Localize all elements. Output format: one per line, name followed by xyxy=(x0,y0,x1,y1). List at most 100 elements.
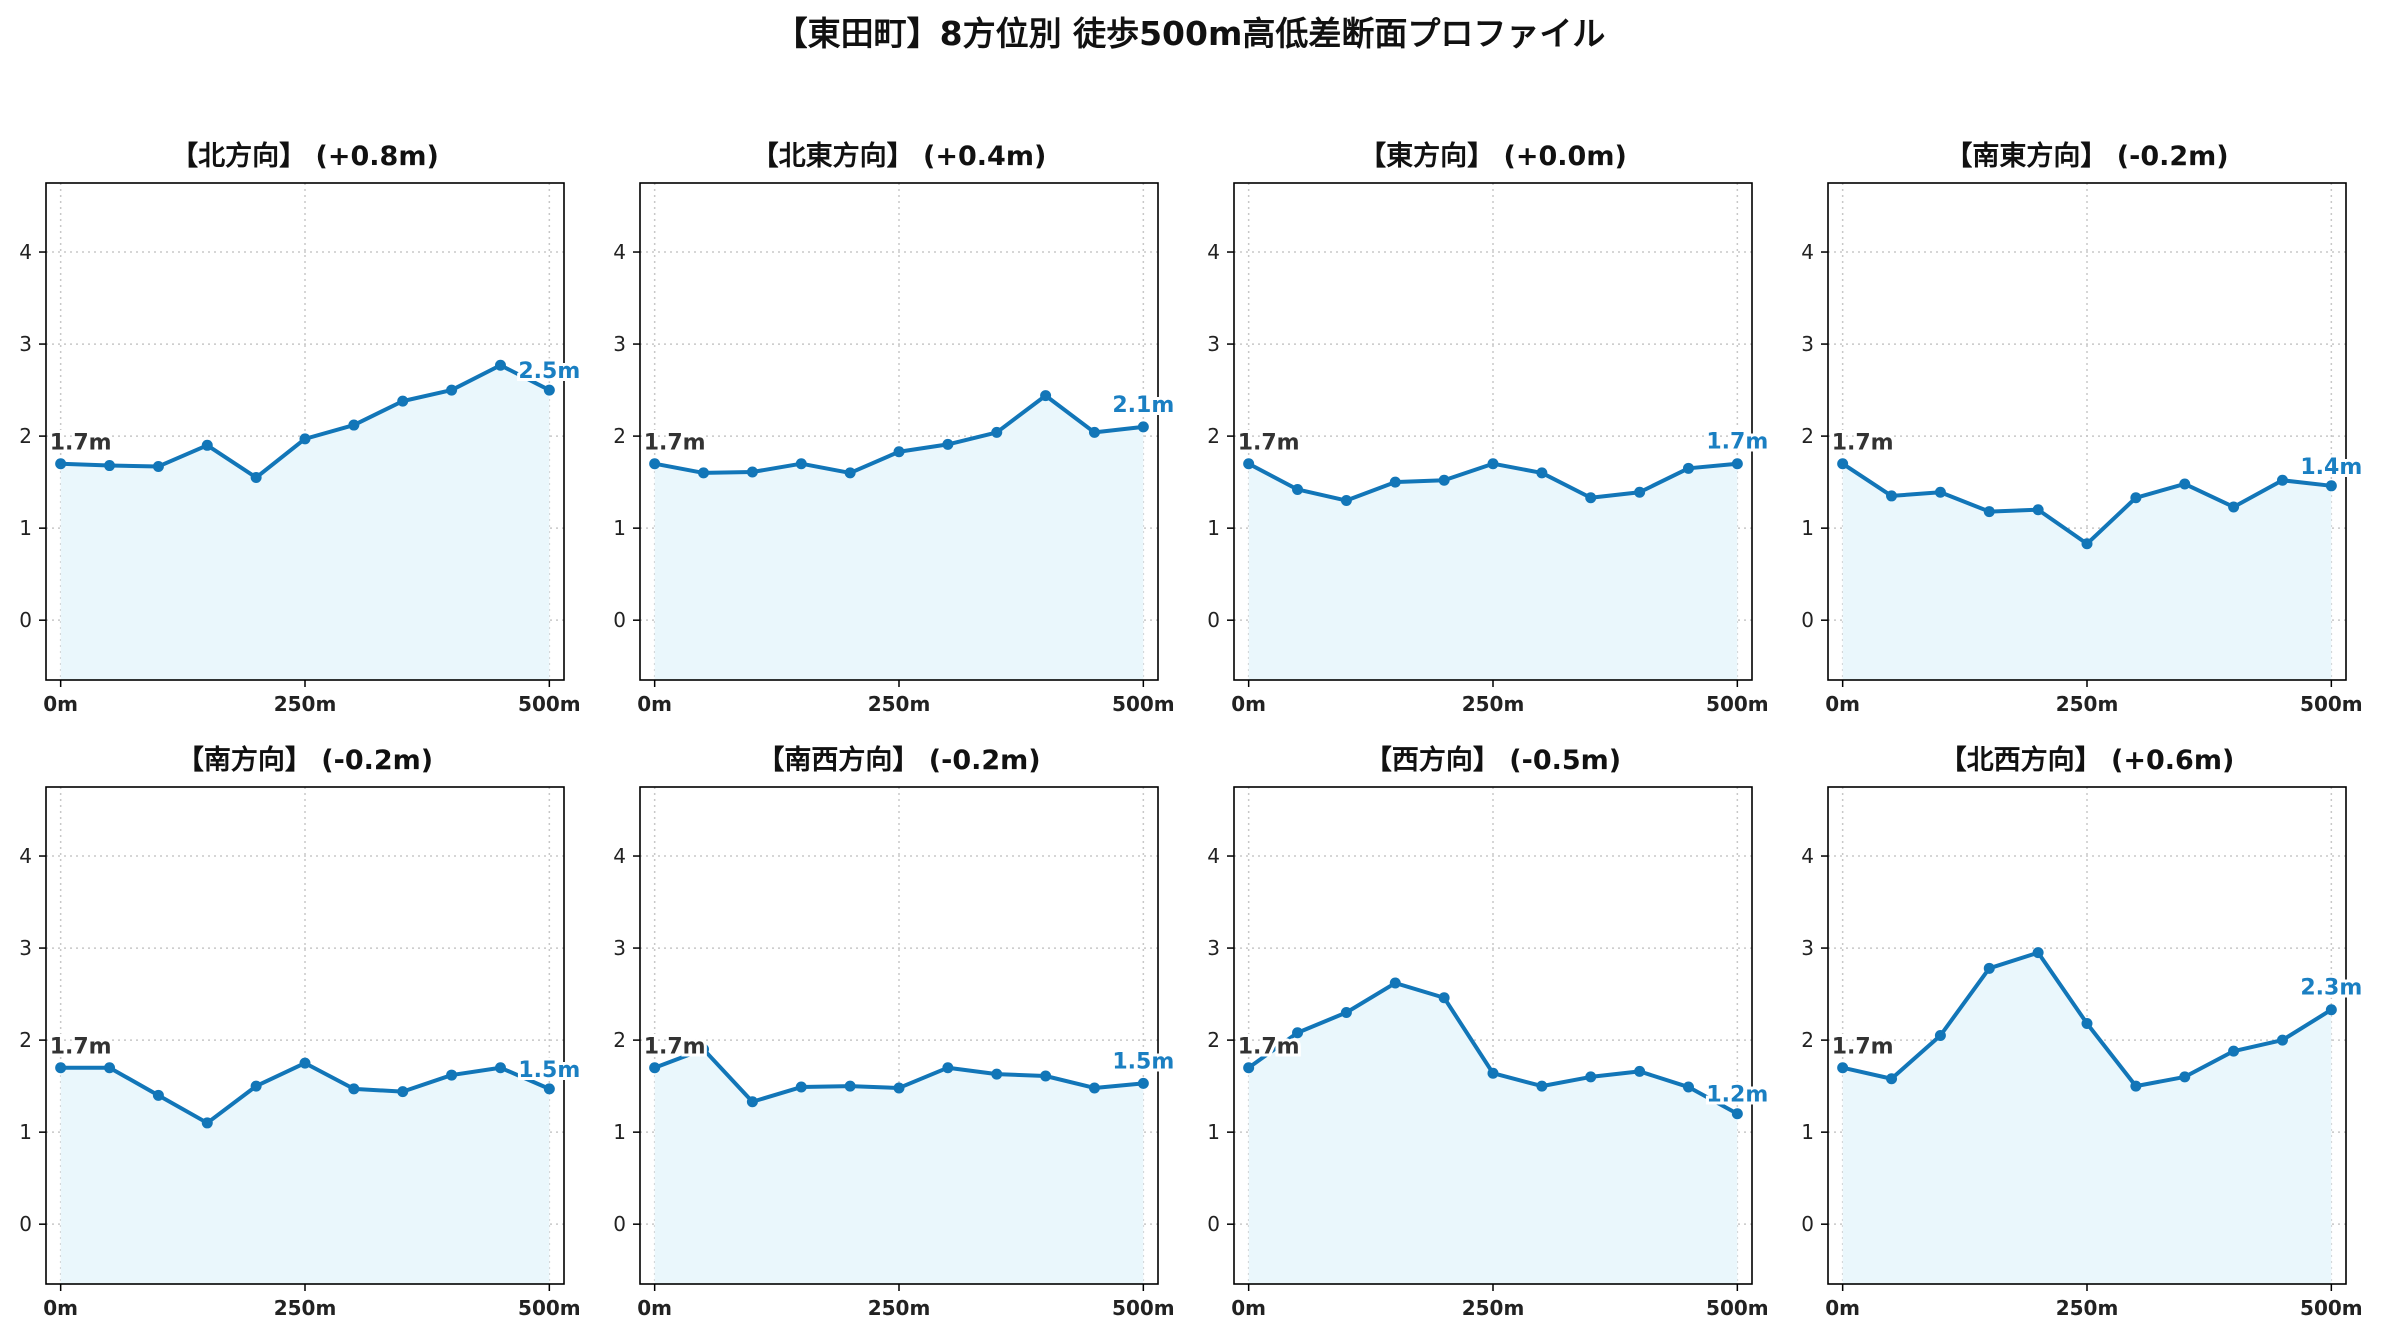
profile-area xyxy=(60,1063,550,1284)
profile-point xyxy=(1292,1027,1304,1039)
profile-point xyxy=(397,395,409,407)
x-tick-label: 0m xyxy=(1825,1296,1860,1320)
x-tick-label: 500m xyxy=(1706,1296,1769,1320)
profile-point xyxy=(348,419,360,431)
y-tick-label: 1 xyxy=(1801,1120,1814,1144)
y-tick-label: 4 xyxy=(613,240,626,264)
end-elevation-label: 1.4m xyxy=(2300,455,2362,480)
profile-point xyxy=(446,384,458,396)
profile-point xyxy=(397,1086,409,1098)
x-tick-label: 250m xyxy=(1462,692,1525,716)
profile-point xyxy=(543,1083,555,1095)
x-tick-label: 250m xyxy=(1462,1296,1525,1320)
x-tick-label: 500m xyxy=(2300,1296,2363,1320)
profile-point xyxy=(893,446,905,458)
start-elevation-label: 1.7m xyxy=(1832,1035,1894,1060)
profile-area xyxy=(1842,463,2332,680)
y-tick-label: 1 xyxy=(613,1120,626,1144)
y-tick-label: 3 xyxy=(1801,332,1814,356)
profile-point xyxy=(649,1062,661,1074)
y-tick-label: 1 xyxy=(1207,516,1220,540)
start-elevation-label: 1.7m xyxy=(644,1035,706,1060)
profile-point xyxy=(1634,486,1646,498)
profile-point xyxy=(2276,474,2288,486)
profile-point xyxy=(2081,538,2093,550)
y-tick-label: 4 xyxy=(1801,844,1814,868)
profile-point xyxy=(1292,483,1304,495)
profile-point xyxy=(348,1083,360,1095)
y-tick-label: 3 xyxy=(1207,936,1220,960)
profile-point xyxy=(250,1080,262,1092)
panel-title: 【南方向】 (-0.2m) xyxy=(177,744,433,776)
profile-point xyxy=(1243,1062,1255,1074)
profile-point xyxy=(698,1043,710,1055)
y-tick-label: 3 xyxy=(19,936,32,960)
y-tick-label: 1 xyxy=(1207,1120,1220,1144)
y-tick-label: 4 xyxy=(1207,844,1220,868)
profile-area xyxy=(654,1049,1144,1284)
profile-point xyxy=(1886,1073,1898,1085)
x-tick-label: 0m xyxy=(637,692,672,716)
profile-point xyxy=(1389,977,1401,989)
profile-point xyxy=(1934,486,1946,498)
profile-point xyxy=(1088,1082,1100,1094)
profile-panel: 【西方向】 (-0.5m) 0 1 2 3 4 0m 250m 500m 1.7m 1.2m xyxy=(1207,744,1771,1320)
y-tick-label: 0 xyxy=(613,608,626,632)
profile-point xyxy=(2325,480,2337,492)
profile-point xyxy=(795,458,807,470)
profile-point xyxy=(1340,495,1352,507)
profile-point xyxy=(201,439,213,451)
end-elevation-label: 2.5m xyxy=(518,359,580,384)
y-tick-label: 1 xyxy=(19,516,32,540)
profile-point xyxy=(2130,492,2142,504)
x-tick-label: 0m xyxy=(43,1296,78,1320)
profile-point xyxy=(2081,1018,2093,1030)
panel-title: 【東方向】 (+0.0m) xyxy=(1359,140,1627,172)
profile-point xyxy=(1040,1070,1052,1082)
end-elevation-label: 2.1m xyxy=(1112,393,1174,418)
start-elevation-label: 1.7m xyxy=(1832,431,1894,456)
y-tick-label: 4 xyxy=(19,844,32,868)
y-tick-label: 0 xyxy=(19,1212,32,1236)
x-tick-label: 250m xyxy=(2056,692,2119,716)
panel-title: 【北西方向】 (+0.6m) xyxy=(1940,744,2235,776)
profile-area xyxy=(1248,983,1738,1284)
y-tick-label: 2 xyxy=(613,424,626,448)
profile-point xyxy=(152,460,164,472)
profile-point xyxy=(1682,1081,1694,1093)
x-tick-label: 0m xyxy=(1231,692,1266,716)
profile-point xyxy=(250,472,262,484)
y-tick-label: 2 xyxy=(1207,424,1220,448)
profile-point xyxy=(2130,1080,2142,1092)
profile-point xyxy=(2276,1034,2288,1046)
y-tick-label: 2 xyxy=(1207,1028,1220,1052)
profile-point xyxy=(1137,421,1149,433)
profile-point xyxy=(1243,458,1255,470)
profile-point xyxy=(1585,1071,1597,1083)
y-tick-label: 4 xyxy=(613,844,626,868)
profile-point xyxy=(893,1082,905,1094)
x-tick-label: 250m xyxy=(868,692,931,716)
profile-point xyxy=(1731,1108,1743,1120)
x-tick-label: 500m xyxy=(1112,692,1175,716)
profile-point xyxy=(1886,490,1898,502)
profile-point xyxy=(2032,504,2044,516)
y-tick-label: 1 xyxy=(613,516,626,540)
y-tick-label: 2 xyxy=(613,1028,626,1052)
panel-title: 【南東方向】 (-0.2m) xyxy=(1945,140,2228,172)
start-elevation-label: 1.7m xyxy=(50,1035,112,1060)
y-tick-label: 0 xyxy=(1801,608,1814,632)
panel-title: 【北東方向】 (+0.4m) xyxy=(752,140,1047,172)
end-elevation-label: 1.2m xyxy=(1706,1083,1768,1108)
profile-point xyxy=(844,1080,856,1092)
x-tick-label: 0m xyxy=(1825,692,1860,716)
profile-point xyxy=(1088,426,1100,438)
profile-panel: 【南西方向】 (-0.2m) 0 1 2 3 4 0m 250m 500m 1.7m 1.5m xyxy=(613,744,1177,1320)
profile-point xyxy=(55,1062,67,1074)
profile-point xyxy=(299,433,311,445)
y-tick-label: 2 xyxy=(1801,424,1814,448)
end-elevation-label: 1.5m xyxy=(1112,1049,1174,1074)
x-tick-label: 250m xyxy=(274,1296,337,1320)
end-elevation-label: 1.7m xyxy=(1706,430,1768,455)
profile-point xyxy=(446,1069,458,1081)
